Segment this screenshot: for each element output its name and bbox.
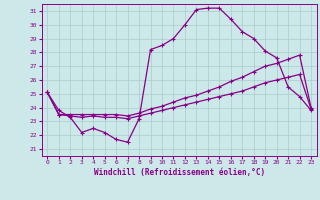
X-axis label: Windchill (Refroidissement éolien,°C): Windchill (Refroidissement éolien,°C) <box>94 168 265 177</box>
